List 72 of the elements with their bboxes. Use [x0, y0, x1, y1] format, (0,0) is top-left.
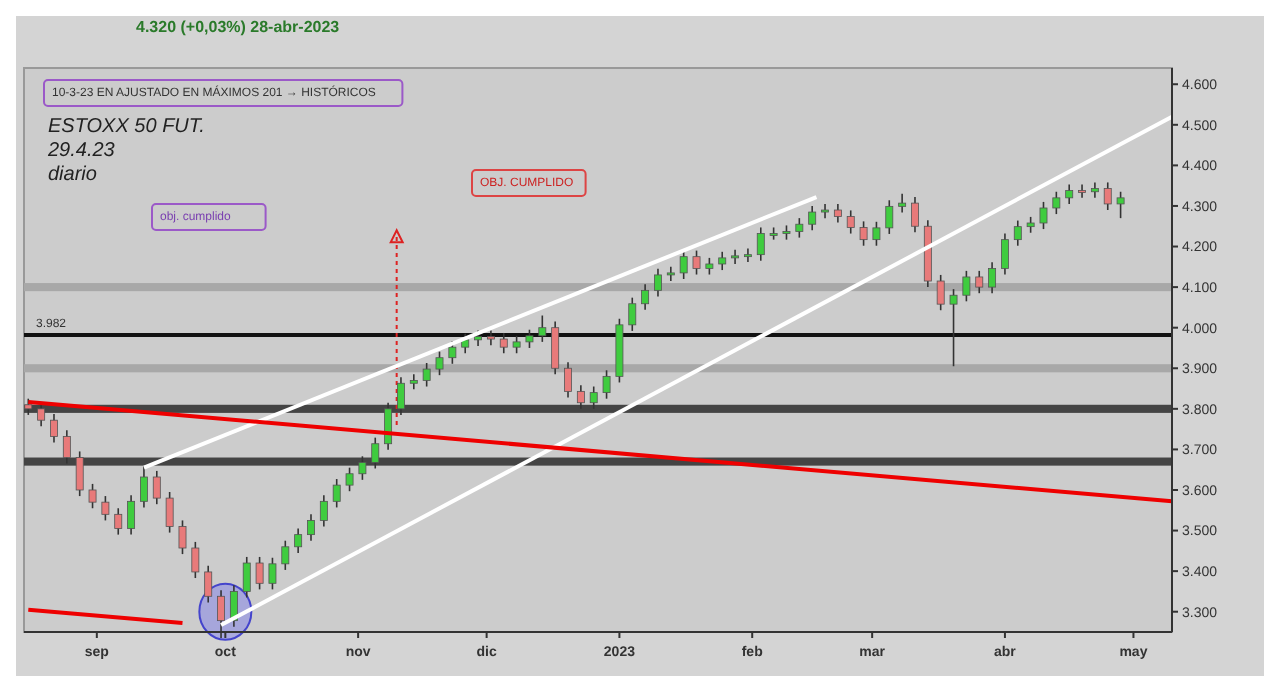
candlestick	[576, 384, 585, 410]
candlestick	[859, 220, 868, 247]
candlestick	[949, 288, 958, 368]
candlestick	[589, 385, 598, 410]
candlestick	[808, 205, 817, 232]
candlestick	[294, 527, 303, 554]
candlestick	[178, 519, 187, 555]
candlestick	[718, 251, 727, 271]
candlestick	[641, 283, 650, 311]
candlestick	[409, 373, 418, 391]
candlestick	[795, 217, 804, 239]
candlestick	[911, 196, 919, 234]
candlestick	[551, 320, 560, 376]
candlestick	[101, 495, 110, 522]
candlestick	[204, 565, 213, 604]
candlestick	[319, 494, 328, 528]
candlestick	[525, 328, 534, 349]
candlestick	[332, 478, 341, 509]
candlestick	[88, 483, 97, 510]
candlestick	[988, 261, 997, 294]
candlestick	[345, 466, 354, 492]
candlestick	[1116, 190, 1125, 219]
candlestick	[846, 209, 855, 235]
candlestick	[435, 350, 444, 376]
candlestick	[962, 270, 971, 303]
candlestick	[499, 332, 508, 355]
candlestick	[371, 436, 380, 470]
candlestick	[191, 541, 200, 579]
candlestick	[1013, 219, 1022, 247]
candlestick	[885, 199, 894, 235]
candlestick	[152, 470, 161, 505]
annotation: diario	[48, 164, 98, 186]
candlestick	[114, 507, 123, 536]
candlestick	[242, 556, 251, 599]
candlestick	[281, 539, 290, 571]
candlestick	[358, 455, 367, 481]
candlestick	[1103, 181, 1112, 211]
text: ESTOXX 50 FUT.	[48, 116, 205, 138]
candlestick	[397, 376, 405, 416]
candlestick	[1090, 181, 1099, 199]
candlestick	[50, 413, 58, 444]
candlestick	[679, 249, 688, 280]
candlestick	[898, 192, 907, 214]
candlestick	[140, 464, 148, 509]
candlestick	[268, 556, 277, 591]
candlestick	[1065, 183, 1074, 205]
candlestick	[384, 401, 393, 451]
candlestick	[165, 491, 174, 534]
candlestick	[936, 274, 945, 312]
candlestick	[255, 556, 264, 591]
candlestick	[1052, 190, 1061, 215]
candlestick	[743, 247, 752, 263]
candlestick	[654, 268, 662, 298]
candlestick	[872, 220, 881, 247]
candlestick	[538, 314, 547, 343]
annotation: 29.4.23	[46, 140, 116, 162]
candlestick	[1039, 201, 1048, 230]
candlestick	[422, 362, 431, 388]
candlestick	[1001, 232, 1009, 276]
candlestick	[975, 270, 984, 294]
candlestick	[833, 203, 842, 224]
candlestick	[62, 429, 71, 465]
candlestick	[602, 369, 611, 400]
candlestick	[1078, 183, 1086, 199]
candlestick	[307, 513, 315, 542]
candlestick	[628, 296, 637, 332]
candlestick	[127, 494, 136, 536]
text: 4.320 (+0,03%) 28-abr-2023	[136, 18, 341, 36]
candlestick	[692, 249, 701, 276]
candlestick	[75, 450, 84, 497]
candlestick	[756, 226, 765, 262]
candlestick	[564, 361, 572, 399]
